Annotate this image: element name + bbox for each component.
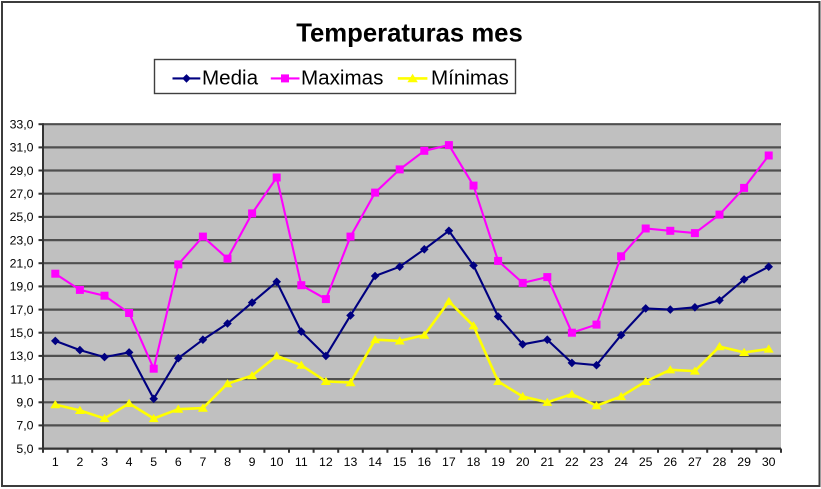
svg-text:3: 3 (101, 455, 108, 469)
svg-text:23,0: 23,0 (10, 233, 34, 247)
svg-text:14: 14 (368, 455, 382, 469)
svg-text:23: 23 (590, 455, 604, 469)
svg-text:25: 25 (639, 455, 653, 469)
svg-text:30: 30 (762, 455, 776, 469)
svg-text:22: 22 (565, 455, 579, 469)
svg-text:Temperaturas mes: Temperaturas mes (296, 20, 523, 48)
svg-text:28: 28 (713, 455, 727, 469)
svg-text:17: 17 (442, 455, 456, 469)
svg-text:15,0: 15,0 (10, 326, 34, 340)
svg-text:25,0: 25,0 (10, 210, 34, 224)
svg-text:13,0: 13,0 (10, 349, 34, 363)
svg-text:9: 9 (249, 455, 256, 469)
svg-text:Mínimas: Mínimas (431, 66, 509, 89)
svg-text:24: 24 (614, 455, 628, 469)
svg-text:16: 16 (417, 455, 431, 469)
svg-text:17,0: 17,0 (10, 303, 34, 317)
svg-text:10: 10 (270, 455, 284, 469)
svg-text:15: 15 (393, 455, 407, 469)
svg-text:12: 12 (319, 455, 333, 469)
svg-text:5,0: 5,0 (16, 442, 33, 456)
svg-text:29,0: 29,0 (10, 164, 34, 178)
svg-text:21,0: 21,0 (10, 257, 34, 271)
svg-text:2: 2 (76, 455, 83, 469)
svg-text:4: 4 (126, 455, 133, 469)
svg-text:33,0: 33,0 (10, 118, 34, 132)
svg-text:13: 13 (344, 455, 358, 469)
svg-text:9,0: 9,0 (16, 396, 33, 410)
svg-text:31,0: 31,0 (10, 141, 34, 155)
svg-text:18: 18 (467, 455, 481, 469)
svg-text:1: 1 (52, 455, 59, 469)
svg-text:27: 27 (688, 455, 702, 469)
svg-text:11: 11 (295, 455, 308, 469)
svg-text:29: 29 (737, 455, 751, 469)
svg-text:8: 8 (224, 455, 231, 469)
svg-text:20: 20 (516, 455, 530, 469)
svg-text:Media: Media (202, 66, 259, 89)
svg-text:27,0: 27,0 (10, 187, 34, 201)
svg-text:Maximas: Maximas (301, 66, 383, 89)
svg-text:11,0: 11,0 (10, 372, 33, 386)
svg-text:5: 5 (150, 455, 157, 469)
svg-text:21: 21 (540, 455, 554, 469)
svg-text:7,0: 7,0 (16, 419, 33, 433)
svg-text:26: 26 (663, 455, 677, 469)
svg-text:19,0: 19,0 (10, 280, 34, 294)
svg-text:19: 19 (491, 455, 505, 469)
svg-text:6: 6 (175, 455, 182, 469)
svg-text:7: 7 (199, 455, 206, 469)
